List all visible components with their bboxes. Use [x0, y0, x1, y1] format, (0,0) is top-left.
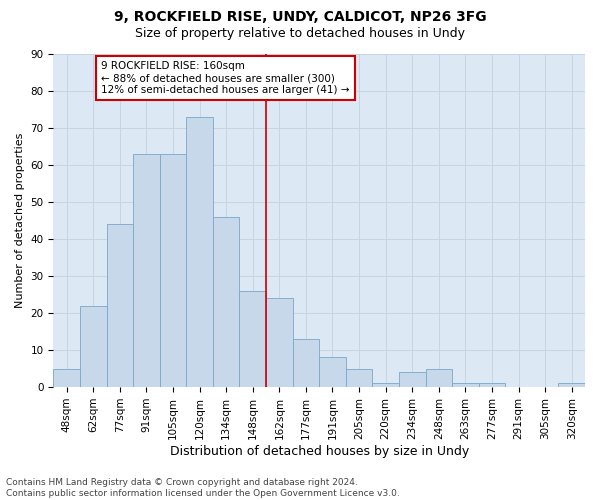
- Text: 9, ROCKFIELD RISE, UNDY, CALDICOT, NP26 3FG: 9, ROCKFIELD RISE, UNDY, CALDICOT, NP26 …: [113, 10, 487, 24]
- Bar: [133, 154, 160, 387]
- Bar: [239, 291, 266, 387]
- Bar: [213, 217, 239, 387]
- Bar: [107, 224, 133, 387]
- Bar: [425, 368, 452, 387]
- Text: Contains HM Land Registry data © Crown copyright and database right 2024.
Contai: Contains HM Land Registry data © Crown c…: [6, 478, 400, 498]
- Y-axis label: Number of detached properties: Number of detached properties: [15, 133, 25, 308]
- Bar: [373, 384, 399, 387]
- Bar: [293, 339, 319, 387]
- Bar: [187, 117, 213, 387]
- Bar: [399, 372, 425, 387]
- Bar: [346, 368, 373, 387]
- Bar: [319, 358, 346, 387]
- Bar: [80, 306, 107, 387]
- Bar: [452, 384, 479, 387]
- Bar: [559, 384, 585, 387]
- Bar: [266, 298, 293, 387]
- Bar: [160, 154, 187, 387]
- Text: 9 ROCKFIELD RISE: 160sqm
← 88% of detached houses are smaller (300)
12% of semi-: 9 ROCKFIELD RISE: 160sqm ← 88% of detach…: [101, 62, 350, 94]
- X-axis label: Distribution of detached houses by size in Undy: Distribution of detached houses by size …: [170, 444, 469, 458]
- Text: Size of property relative to detached houses in Undy: Size of property relative to detached ho…: [135, 28, 465, 40]
- Bar: [53, 368, 80, 387]
- Bar: [479, 384, 505, 387]
